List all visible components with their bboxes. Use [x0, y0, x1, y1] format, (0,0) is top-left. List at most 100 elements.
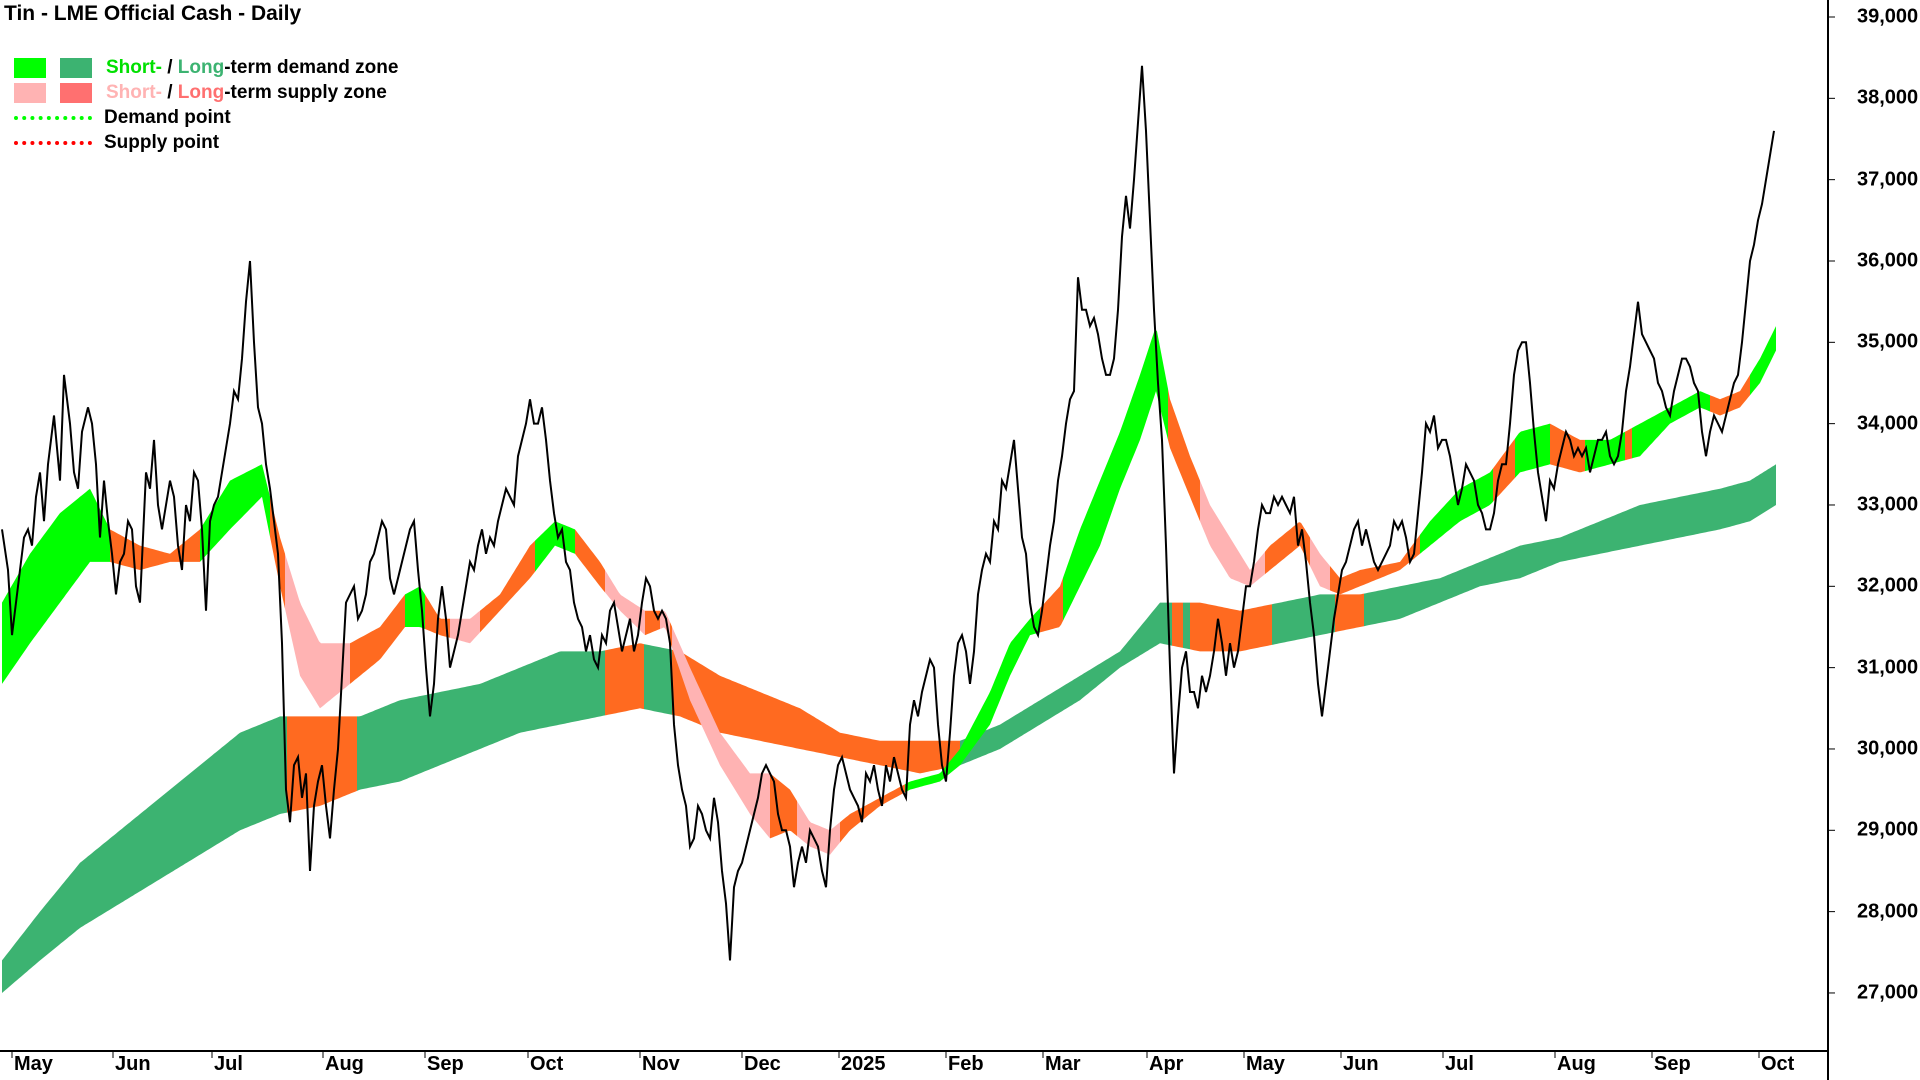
legend-separator: / [161, 81, 178, 103]
legend-supply-label: Short- / Long-term supply zone [106, 82, 387, 104]
legend-rest-label: -term supply zone [224, 81, 387, 103]
long-demand-zone [2, 716, 287, 993]
x-tick-label: May [1246, 1053, 1285, 1075]
y-tick-label: 34,000 [1857, 412, 1919, 435]
legend-separator: / [161, 56, 178, 78]
short-demand-zone [200, 464, 270, 562]
supply-fill-zone [645, 610, 660, 636]
long-demand-zone [1272, 594, 1335, 645]
x-tick-label: 2025 [841, 1053, 886, 1075]
x-tick-label: May [14, 1053, 53, 1075]
supply-fill-zone [1265, 522, 1310, 575]
short-demand-zone [2, 488, 110, 684]
short-term-supply-swatch-icon [14, 82, 46, 103]
legend-short-label: Short- [106, 81, 162, 103]
y-tick-label: 33,000 [1857, 493, 1919, 516]
x-axis-ticks [11, 1051, 1760, 1058]
supply-fill-zone [1040, 577, 1063, 633]
y-tick-label: 35,000 [1857, 330, 1919, 353]
y-axis-ticks [1828, 16, 1835, 994]
legend-demand-label: Short- / Long-term demand zone [106, 57, 398, 79]
supply-fill-zone [480, 540, 535, 633]
supply-fill-zone [350, 594, 405, 684]
x-tick-label: Nov [642, 1053, 680, 1075]
supply-fill-zone [1335, 593, 1364, 633]
supply-fill-zone [1550, 423, 1585, 473]
short-supply-zone [1200, 480, 1265, 586]
price-line [1, 65, 1775, 961]
y-tick-label: 31,000 [1857, 656, 1919, 679]
demand-point-dotted-line-icon [14, 115, 92, 120]
legend-demand-point-label: Demand point [104, 106, 231, 128]
legend-long-label: Long [177, 56, 225, 78]
y-tick-label: 37,000 [1857, 168, 1919, 191]
supply-fill-zone [840, 784, 905, 843]
legend-demand-zone: Short- / Long-term demand zone [14, 55, 398, 80]
supply-fill-zone [1625, 428, 1632, 461]
y-tick-label: 29,000 [1857, 818, 1919, 841]
x-tick-label: Aug [325, 1053, 364, 1075]
short-term-demand-swatch-icon [14, 57, 46, 78]
x-tick-label: Mar [1045, 1053, 1081, 1075]
short-supply-zone [1310, 537, 1330, 591]
short-demand-zone [905, 608, 1040, 793]
supply-fill-zone [672, 649, 960, 774]
supply-fill-zone [1172, 602, 1183, 648]
legend-supply-point-label: Supply point [104, 131, 220, 153]
y-tick-label: 28,000 [1857, 900, 1919, 923]
x-tick-label: Feb [948, 1053, 984, 1075]
long-demand-zone [644, 644, 672, 715]
supply-fill-zone [1168, 388, 1200, 522]
x-tick-label: Oct [1761, 1053, 1795, 1075]
short-demand-zone [1750, 326, 1776, 396]
long-term-demand-swatch-icon [60, 57, 92, 78]
long-demand-zone [1364, 464, 1776, 627]
short-supply-zone [285, 553, 350, 709]
long-demand-zone [1183, 602, 1190, 650]
chart-title: Tin - LME Official Cash - Daily [4, 2, 302, 25]
short-supply-zone [672, 626, 770, 839]
x-tick-label: Jun [115, 1053, 151, 1075]
x-tick-label: Dec [744, 1053, 781, 1075]
supply-point-dotted-line-icon [14, 140, 92, 145]
y-tick-label: 32,000 [1857, 574, 1919, 597]
short-demand-zone [1632, 391, 1710, 459]
long-demand-zone [357, 650, 605, 791]
legend-supply-zone: Short- / Long-term supply zone [14, 80, 398, 105]
legend-long-label: Long [177, 81, 225, 103]
y-tick-label: 39,000 [1857, 5, 1919, 28]
short-supply-zone [605, 570, 645, 636]
x-tick-label: Jul [214, 1053, 243, 1075]
supply-fill-zone [605, 643, 644, 716]
x-tick-label: Jul [1445, 1053, 1474, 1075]
legend-short-label: Short- [106, 56, 162, 78]
long-term-supply-swatch-icon [60, 82, 92, 103]
short-supply-zone [450, 610, 480, 644]
x-tick-label: Sep [1654, 1053, 1691, 1075]
x-tick-label: Oct [530, 1053, 564, 1075]
x-tick-label: Jun [1343, 1053, 1379, 1075]
supply-fill-zone [1330, 534, 1420, 595]
legend: Short- / Long-term demand zone Short- / … [14, 55, 398, 155]
supply-fill-zone [287, 716, 357, 813]
supply-fill-zone [110, 529, 200, 570]
short-demand-zone [535, 521, 575, 572]
y-tick-label: 30,000 [1857, 737, 1919, 760]
legend-demand-point: Demand point [14, 105, 398, 130]
y-tick-label: 38,000 [1857, 86, 1919, 109]
legend-supply-point: Supply point [14, 130, 398, 155]
x-tick-label: Aug [1557, 1053, 1596, 1075]
long-term-band [2, 464, 1776, 993]
y-tick-label: 27,000 [1857, 981, 1919, 1004]
supply-fill-zone [770, 773, 797, 839]
legend-rest-label: -term demand zone [224, 56, 399, 78]
x-tick-label: Apr [1149, 1053, 1184, 1075]
long-demand-zone [960, 602, 1172, 766]
short-demand-zone [1063, 329, 1168, 621]
x-tick-label: Sep [427, 1053, 464, 1075]
supply-fill-zone [1493, 438, 1515, 502]
supply-fill-zone [1190, 602, 1272, 652]
short-demand-zone [1515, 423, 1550, 478]
y-tick-label: 36,000 [1857, 249, 1919, 272]
